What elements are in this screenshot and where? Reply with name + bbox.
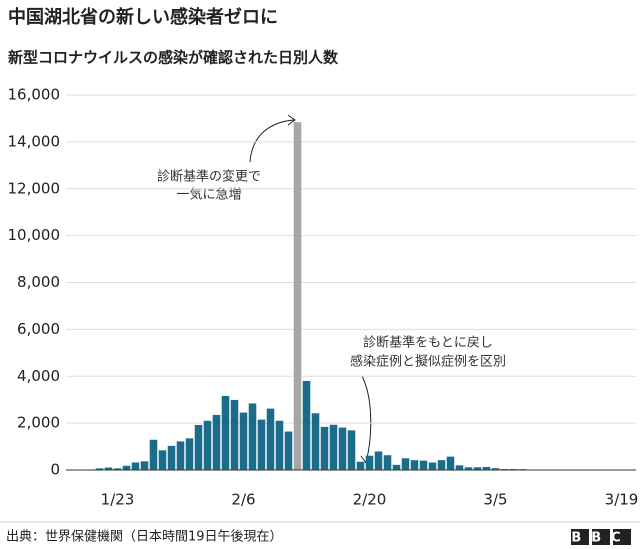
bar [113,468,122,470]
bar [221,395,230,470]
annotation: 感染症例と擬似症例を区別 [350,354,506,370]
bar [437,460,446,470]
bar [464,467,473,470]
bar [428,462,437,470]
bar [329,424,338,470]
bar [365,455,374,470]
logo: BBC [571,529,631,546]
bar [455,465,464,470]
bar [176,441,185,470]
bar [482,466,491,470]
y-tick-label: 16,000 [8,86,61,104]
y-tick-label: 10,000 [8,226,61,244]
bar [275,420,284,470]
bar [230,399,239,470]
bar [167,445,176,470]
bar [401,458,410,470]
bar [203,420,212,470]
annotation: 診断基準の変更で [157,169,261,185]
bar [356,461,365,470]
arrow [249,119,295,163]
bar [293,122,302,470]
x-tick-label: 2/20 [353,491,387,509]
bar [149,439,158,470]
bar [104,467,113,470]
bar [140,461,149,470]
y-tick-label: 12,000 [8,179,61,197]
y-tick-label: 14,000 [8,132,61,150]
chart-title: 中国湖北省の新しい感染者ゼロに [8,6,278,28]
x-tick-label: 3/19 [605,491,639,509]
bar [347,430,356,470]
annotation: 診断基準をもとに戻し [363,335,493,351]
bar [122,465,131,470]
bar [410,460,419,470]
y-tick-label: 2,000 [17,414,60,432]
x-tick-label: 2/6 [231,491,255,509]
logo-text: BBC [571,531,630,546]
bar [194,425,203,470]
annotation: 一気に急増 [176,187,241,203]
bar [248,403,257,470]
bar [302,380,311,470]
bar [446,456,455,470]
bar [239,412,248,470]
arrow [361,375,372,463]
bar [95,468,104,470]
y-tick-label: 8,000 [17,273,60,291]
bar [311,413,320,470]
bar [212,414,221,470]
chart-subtitle: 新型コロナウイルスの感染が確認された日別人数 [8,49,339,67]
arrow-head [287,114,296,126]
bar [284,431,293,470]
bar [392,464,401,470]
bar [383,455,392,470]
bar [266,408,275,470]
y-tick-label: 6,000 [17,320,60,338]
y-tick-label: 4,000 [17,367,60,385]
bar [419,460,428,470]
bar [131,462,140,470]
bar [338,427,347,470]
bar [491,468,500,470]
bar [473,467,482,470]
x-tick-label: 3/5 [483,491,507,509]
bar [257,419,266,470]
source: 出典：世界保健機関（日本時間19日午後現在） [6,530,283,545]
bar [320,426,329,470]
x-tick-label: 1/23 [101,491,135,509]
bar [158,450,167,470]
y-tick-label: 0 [50,461,60,479]
bar [374,451,383,470]
bar [185,438,194,470]
